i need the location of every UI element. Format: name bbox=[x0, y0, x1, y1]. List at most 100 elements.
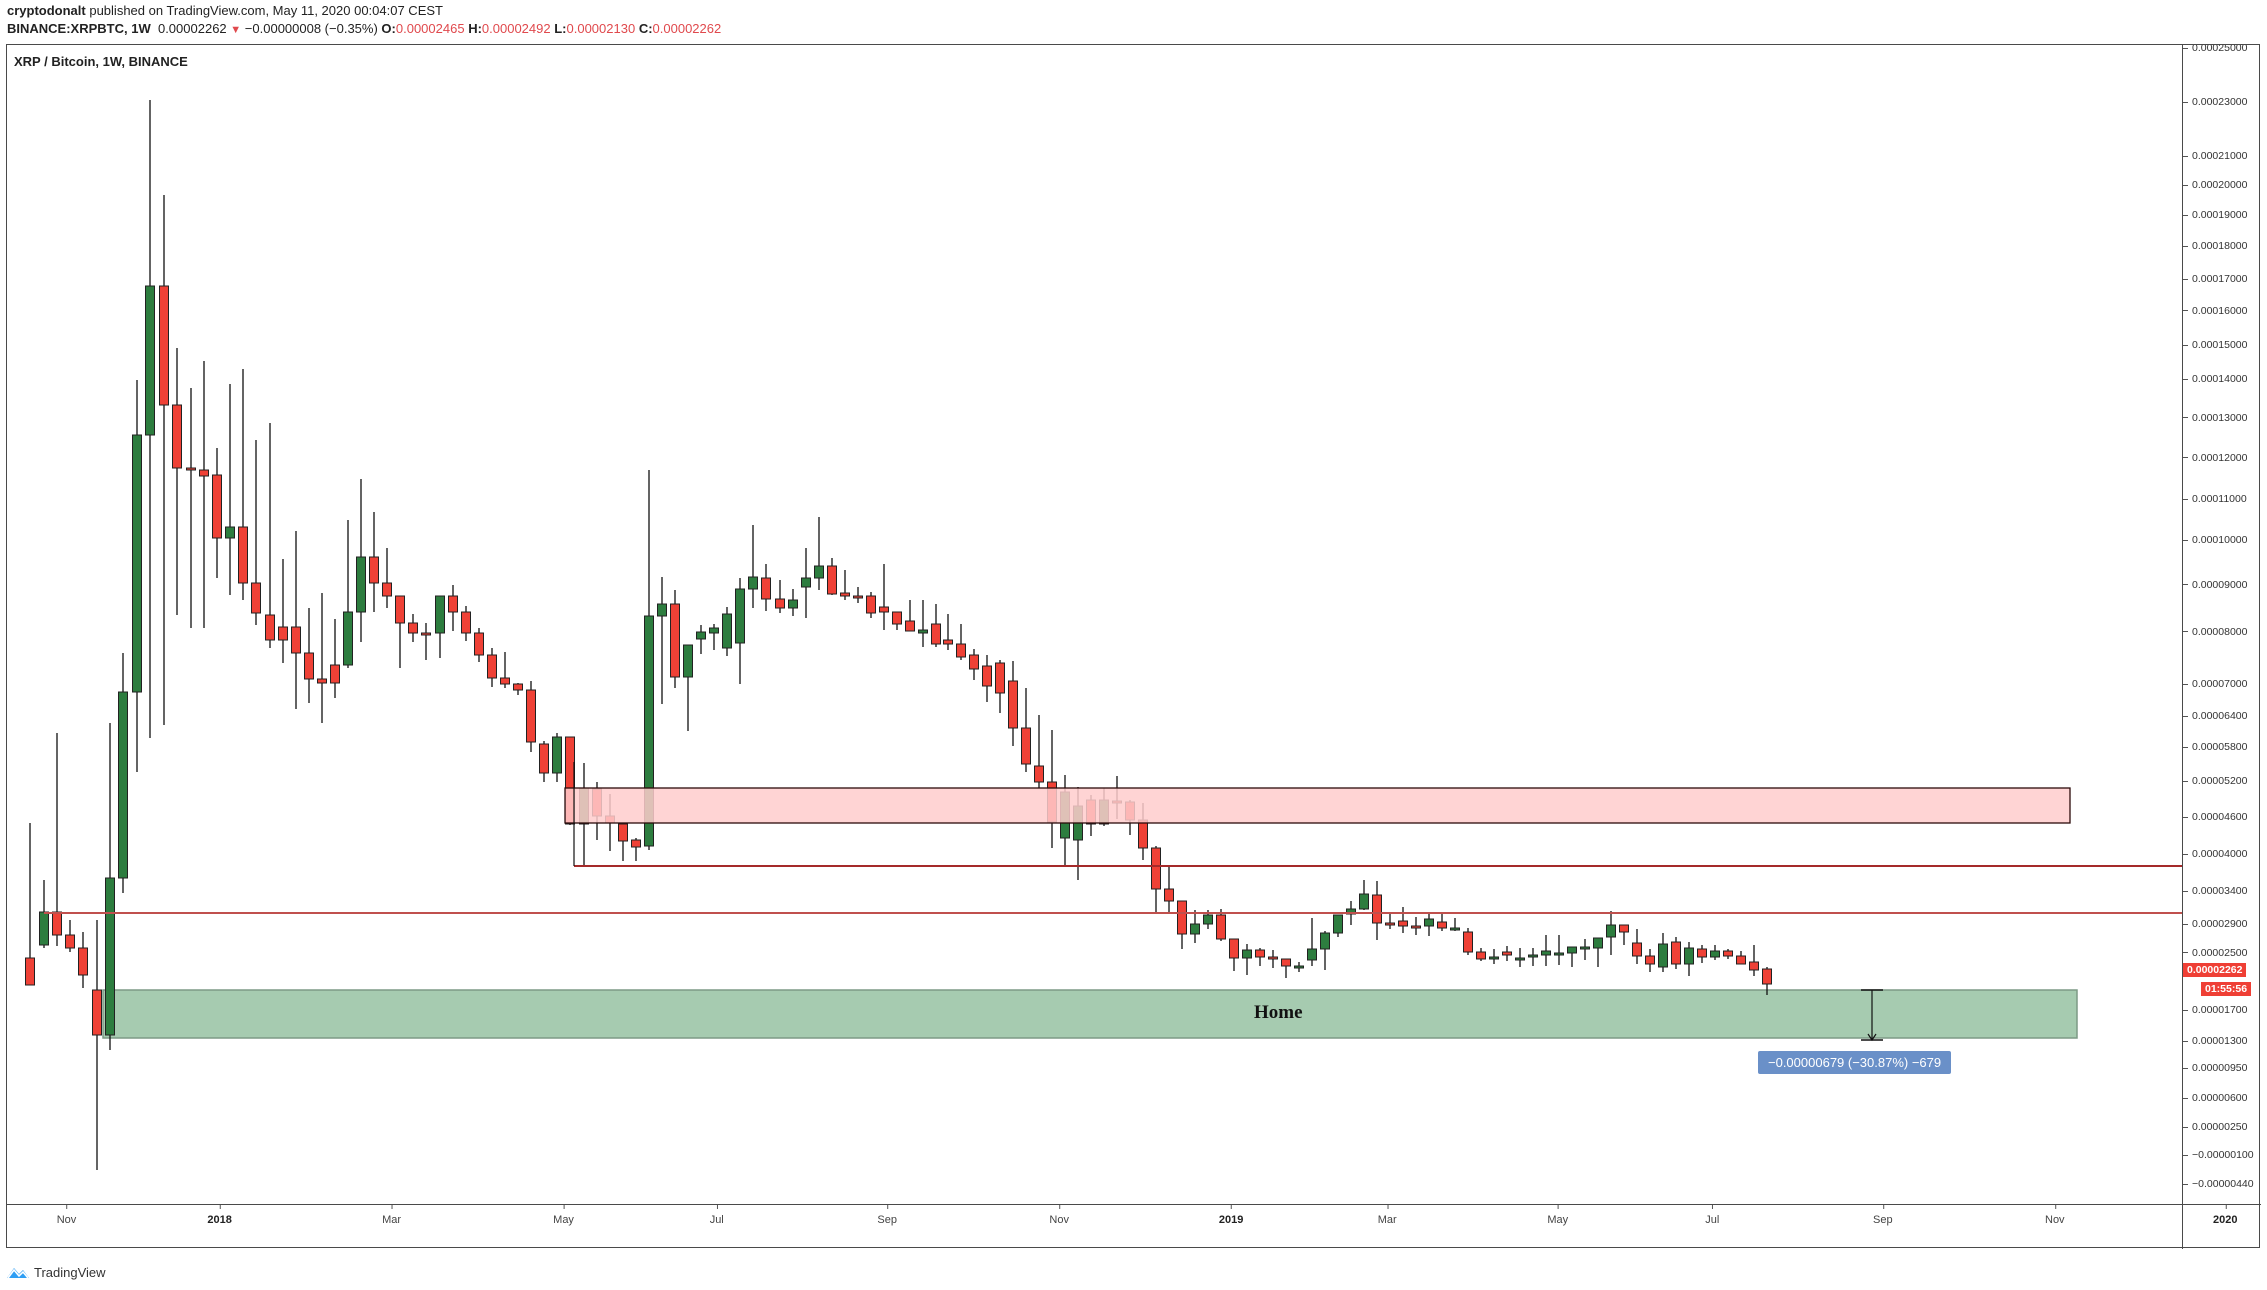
candle bbox=[670, 590, 680, 688]
low-value: 0.00002130 bbox=[566, 21, 636, 36]
time-tick-label: Mar bbox=[382, 1205, 401, 1226]
price-tick-label: −0.00000440 bbox=[2183, 1178, 2254, 1190]
chart-legend-title: XRP / Bitcoin, 1W, BINANCE bbox=[14, 54, 188, 69]
candle bbox=[199, 361, 209, 628]
candle bbox=[172, 348, 182, 615]
last-price: 0.00002262 bbox=[157, 21, 227, 36]
candle bbox=[1229, 938, 1239, 971]
price-tick-label: −0.00000100 bbox=[2183, 1149, 2254, 1161]
time-tick-label: Sep bbox=[877, 1205, 897, 1226]
candle bbox=[1151, 846, 1161, 914]
candlestick-chart[interactable] bbox=[6, 44, 2182, 1204]
candle bbox=[461, 606, 471, 641]
price-tick-label: 0.00019000 bbox=[2183, 209, 2247, 221]
price-tick-label: 0.00001700 bbox=[2183, 1004, 2247, 1016]
candle bbox=[513, 683, 523, 695]
candle bbox=[1177, 900, 1187, 949]
candle bbox=[487, 648, 497, 687]
candle bbox=[696, 625, 706, 654]
price-tick-label: 0.00021000 bbox=[2183, 150, 2247, 162]
candle bbox=[278, 559, 288, 663]
candle bbox=[238, 369, 248, 600]
open-label: O: bbox=[381, 21, 396, 36]
chart-plot-area[interactable] bbox=[6, 44, 2182, 1204]
candle bbox=[995, 660, 1005, 713]
price-tick-label: 0.00000250 bbox=[2183, 1121, 2247, 1133]
published-text: published on TradingView.com, May 11, 20… bbox=[85, 3, 443, 18]
candle bbox=[1190, 910, 1200, 943]
candle bbox=[408, 614, 418, 642]
candle bbox=[1021, 688, 1031, 772]
high-value: 0.00002492 bbox=[481, 21, 551, 36]
candle bbox=[265, 423, 275, 648]
candle bbox=[212, 448, 222, 578]
candle bbox=[866, 592, 876, 618]
candle bbox=[879, 564, 889, 630]
candle bbox=[814, 517, 824, 590]
price-tick-label: 0.00015000 bbox=[2183, 339, 2247, 351]
time-axis[interactable]: Nov 2018 Mar May Jul Sep Nov 2019 Mar May Jul Sep No… bbox=[6, 1204, 2238, 1249]
candle bbox=[683, 644, 693, 731]
price-axis[interactable]: 0.00002262 01:55:56 0.00025000 0.00023000… bbox=[2182, 42, 2261, 1204]
candle bbox=[105, 723, 115, 1050]
price-tick-label: 0.00006400 bbox=[2183, 710, 2247, 722]
price-tick-label: 0.00000600 bbox=[2183, 1092, 2247, 1104]
candle bbox=[1164, 866, 1174, 912]
zones-layer bbox=[102, 989, 2078, 1039]
candle bbox=[186, 388, 196, 628]
candle bbox=[1008, 661, 1018, 746]
candle bbox=[421, 623, 431, 660]
candle bbox=[748, 525, 758, 608]
candle bbox=[1515, 948, 1525, 967]
candle bbox=[905, 600, 915, 632]
candle bbox=[1645, 949, 1655, 972]
candle bbox=[1216, 909, 1226, 941]
tradingview-cloud-icon bbox=[7, 1268, 29, 1279]
candle bbox=[539, 741, 549, 782]
candle bbox=[1736, 951, 1746, 965]
candle bbox=[500, 652, 510, 688]
candle bbox=[369, 512, 379, 612]
time-tick-label: Jul bbox=[1705, 1205, 1719, 1226]
symbol-info-bar: BINANCE:XRPBTC, 1W 0.00002262 ▼ −0.00000… bbox=[7, 21, 721, 36]
candle bbox=[788, 589, 798, 616]
candle bbox=[943, 614, 953, 650]
home-zone-label: Home bbox=[1254, 1002, 1303, 1023]
candle bbox=[1437, 913, 1447, 931]
candle bbox=[225, 384, 235, 595]
overlay-layer bbox=[44, 762, 2182, 1042]
candle bbox=[1723, 949, 1733, 959]
candle bbox=[1671, 937, 1681, 969]
candle bbox=[1359, 880, 1369, 910]
candle bbox=[709, 624, 719, 650]
high-label: H: bbox=[468, 21, 482, 36]
candle bbox=[1333, 914, 1343, 937]
candle bbox=[1476, 948, 1486, 961]
candle bbox=[1372, 881, 1382, 940]
candle bbox=[1502, 946, 1512, 961]
price-tick-label: 0.00002500 bbox=[2183, 947, 2247, 959]
bar-countdown-badge: 01:55:56 bbox=[2201, 981, 2252, 996]
candle bbox=[317, 593, 327, 723]
author-name[interactable]: cryptodonalt bbox=[7, 3, 86, 18]
open-value: 0.00002465 bbox=[395, 21, 465, 36]
price-tick-label: 0.00017000 bbox=[2183, 273, 2247, 285]
tradingview-logo[interactable]: TradingView bbox=[5, 1264, 106, 1280]
candle bbox=[840, 570, 850, 600]
price-tick-label: 0.00003400 bbox=[2183, 885, 2247, 897]
time-tick-label: Nov bbox=[1049, 1205, 1069, 1226]
candle bbox=[552, 733, 562, 782]
candle bbox=[92, 920, 102, 1170]
publish-info: cryptodonalt published on TradingView.co… bbox=[7, 3, 443, 18]
candle bbox=[1281, 958, 1291, 978]
candle bbox=[918, 600, 928, 647]
candle bbox=[657, 577, 667, 704]
time-tick-label: Sep bbox=[1873, 1205, 1893, 1226]
low-label: L: bbox=[554, 21, 567, 36]
candle bbox=[618, 823, 628, 861]
candle bbox=[1424, 913, 1434, 936]
home-zone bbox=[102, 989, 2078, 1039]
price-tick-label: 0.00010000 bbox=[2183, 534, 2247, 546]
price-tick-label: 0.00013000 bbox=[2183, 412, 2247, 424]
price-tick-label: 0.00020000 bbox=[2183, 179, 2247, 191]
